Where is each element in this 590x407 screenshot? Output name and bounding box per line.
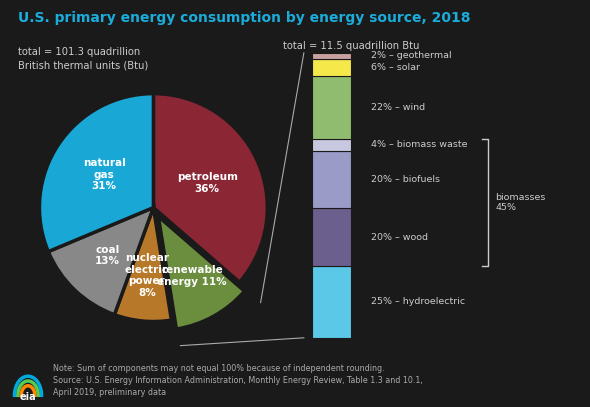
Bar xyxy=(312,151,352,208)
Text: 22% – wind: 22% – wind xyxy=(371,103,425,112)
Text: nuclear
electric
power
8%: nuclear electric power 8% xyxy=(125,253,169,298)
Text: natural
gas
31%: natural gas 31% xyxy=(83,158,126,191)
Text: total = 101.3 quadrillion
British thermal units (Btu): total = 101.3 quadrillion British therma… xyxy=(18,47,148,70)
Wedge shape xyxy=(158,217,244,329)
Bar xyxy=(312,53,352,59)
Text: Note: Sum of components may not equal 100% because of independent rounding.
Sour: Note: Sum of components may not equal 10… xyxy=(53,364,423,397)
Wedge shape xyxy=(153,94,267,282)
Bar xyxy=(312,266,352,338)
Bar xyxy=(312,59,352,76)
Text: coal
13%: coal 13% xyxy=(96,245,120,266)
Text: biomasses
45%: biomasses 45% xyxy=(495,193,545,212)
Text: 20% – wood: 20% – wood xyxy=(371,232,428,242)
Text: U.S. primary energy consumption by energy source, 2018: U.S. primary energy consumption by energ… xyxy=(18,11,470,25)
Text: 4% – biomass waste: 4% – biomass waste xyxy=(371,140,468,149)
Bar xyxy=(312,76,352,139)
Bar xyxy=(312,139,352,151)
Wedge shape xyxy=(48,208,153,315)
Text: 6% – solar: 6% – solar xyxy=(371,63,420,72)
Text: 25% – hydroelectric: 25% – hydroelectric xyxy=(371,298,466,306)
Text: 2% – geothermal: 2% – geothermal xyxy=(371,51,452,60)
Wedge shape xyxy=(114,208,172,322)
Text: eia: eia xyxy=(19,392,37,402)
Wedge shape xyxy=(40,94,153,252)
Text: renewable
energy 11%: renewable energy 11% xyxy=(157,265,227,287)
Text: petroleum
36%: petroleum 36% xyxy=(177,172,238,194)
Bar xyxy=(312,208,352,266)
Text: total = 11.5 quadrillion Btu: total = 11.5 quadrillion Btu xyxy=(283,41,419,51)
Text: 20% – biofuels: 20% – biofuels xyxy=(371,175,440,184)
